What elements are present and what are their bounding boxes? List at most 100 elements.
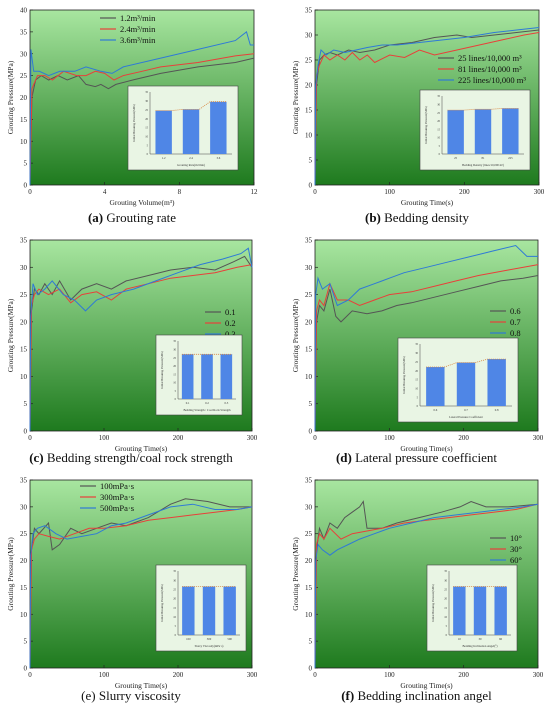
caption-text: Bedding density [381, 210, 470, 225]
x-tick-label: 300 [247, 671, 258, 679]
x-axis-label: Grouting Time(s) [115, 681, 168, 690]
y-tick-label: 0 [309, 665, 313, 673]
inset-y-label: Initial Breaking Pressure(MPa) [431, 584, 435, 622]
x-tick-label: 200 [458, 434, 469, 442]
x-axis-label: Grouting Time(s) [400, 444, 453, 453]
y-tick-label: 20 [20, 94, 28, 102]
inset-y-tick-label: 5 [175, 625, 177, 628]
inset-y-tick-label: 15 [145, 127, 148, 130]
inset-x-label: Lateral Pressure Coefficient [449, 415, 483, 419]
x-tick-label: 100 [384, 188, 395, 196]
y-tick-label: 25 [305, 291, 313, 299]
series-line-3 [314, 503, 539, 669]
x-axis-label: Grouting Time(s) [401, 198, 454, 207]
series-line-2 [29, 53, 255, 186]
x-tick-label: 300 [247, 434, 258, 442]
inset-y-tick-label: 35 [173, 570, 176, 573]
caption-text: Grouting rate [103, 210, 176, 225]
inset-bar [182, 586, 195, 635]
y-tick-label: 15 [20, 116, 28, 124]
x-axis-label: Grouting Time(s) [400, 681, 453, 690]
inset-y-tick-label: 15 [173, 373, 176, 376]
y-tick-label: 15 [20, 584, 28, 592]
inset-y-tick-label: 20 [437, 120, 440, 123]
inset-y-tick-label: 25 [437, 112, 440, 115]
series-line-1 [29, 57, 255, 186]
inset-bar [447, 110, 464, 154]
inset-y-tick-label: 5 [175, 390, 177, 393]
x-axis-label: Grouting Time(s) [115, 444, 168, 453]
inset-y-tick-label: 5 [446, 625, 448, 628]
caption-letter: (b) [365, 210, 381, 225]
legend-label: 0.1 [225, 307, 236, 317]
series-line-3 [314, 27, 540, 186]
caption-text: Bedding strength/coal rock strength [44, 450, 234, 465]
x-axis-label: Grouting Volume(m³) [109, 198, 175, 207]
inset-y-tick-label: 5 [439, 145, 441, 148]
inset-y-tick-label: 15 [415, 379, 418, 382]
inset-y-tick-label: 20 [145, 118, 148, 121]
inset-bar [182, 109, 200, 154]
inset-bar [456, 362, 476, 406]
y-axis-label: Grouting Pressure(MPa) [291, 60, 300, 134]
legend-label: 0.8 [510, 328, 521, 338]
series-line-1 [29, 255, 253, 432]
x-tick-label: 300 [533, 434, 544, 442]
y-tick-label: 30 [305, 503, 313, 511]
inset-y-label: Initial Breaking Pressure(MPa) [160, 351, 164, 389]
series-line-2 [29, 264, 253, 432]
legend-label: 2.4m³/min [120, 24, 156, 34]
inset-x-tick-label: 0.6 [433, 408, 437, 412]
inset-y-tick-label: 15 [444, 607, 447, 610]
inset-y-tick-label: 30 [145, 100, 148, 103]
series-line-3 [29, 31, 254, 186]
x-tick-label: 200 [458, 671, 469, 679]
y-tick-label: 5 [309, 157, 313, 165]
y-tick-label: 35 [305, 477, 313, 485]
x-tick-label: 8 [178, 188, 182, 196]
series-line-3 [29, 503, 253, 669]
inset-y-label: Initial Breaking Pressure(MPa) [160, 584, 164, 622]
y-tick-label: 15 [305, 346, 313, 354]
inset-y-tick-label: 35 [437, 95, 440, 98]
inset-y-tick-label: 5 [147, 144, 149, 147]
inset-y-label: Initial Breaking Pressure(MPa) [402, 356, 406, 394]
y-axis-label: Grouting Pressure(MPa) [6, 537, 15, 611]
caption-letter: (f) [341, 688, 354, 703]
panel-caption: (c) Bedding strength/coal rock strength [29, 450, 233, 465]
chart-panel-1: 0 5 10 15 20 25 30 35 40 0 4 8 12 Grouting Volume(m³)… [6, 7, 258, 226]
inset-y-tick-label: 35 [415, 343, 418, 346]
y-tick-label: 0 [24, 182, 28, 190]
y-tick-label: 40 [20, 7, 28, 15]
x-tick-label: 100 [99, 434, 110, 442]
inset-y-tick-label: 10 [415, 387, 418, 390]
legend-label: 3.6m³/min [120, 35, 156, 45]
inset-bar [223, 586, 236, 635]
inset-y-label: Initial Breaking Pressure(MPa) [132, 104, 136, 142]
x-tick-label: 200 [459, 188, 470, 196]
legend-label: 81 lines/10,000 m³ [458, 64, 522, 74]
x-tick-label: 100 [99, 671, 110, 679]
inset-y-tick-label: 25 [173, 357, 176, 360]
y-axis-label: Grouting Pressure(MPa) [291, 537, 300, 611]
x-tick-label: 4 [103, 188, 107, 196]
y-tick-label: 25 [305, 57, 313, 65]
inset-x-label: Bedding Inclination Angel(°) [462, 644, 497, 648]
inset-x-tick-label: 0.8 [495, 408, 499, 412]
x-tick-label: 200 [173, 434, 184, 442]
inset-y-tick-label: 35 [145, 91, 148, 94]
y-tick-label: 30 [305, 264, 313, 272]
y-tick-label: 30 [20, 264, 28, 272]
x-tick-label: 0 [313, 671, 317, 679]
legend-label: 0.3 [225, 329, 236, 339]
inset-y-tick-label: 25 [145, 109, 148, 112]
inset-y-tick-label: 10 [444, 616, 447, 619]
y-tick-label: 25 [305, 530, 313, 538]
legend-label: 500mPa·s [100, 503, 134, 513]
y-tick-label: 30 [20, 50, 28, 58]
y-tick-label: 30 [305, 32, 313, 40]
